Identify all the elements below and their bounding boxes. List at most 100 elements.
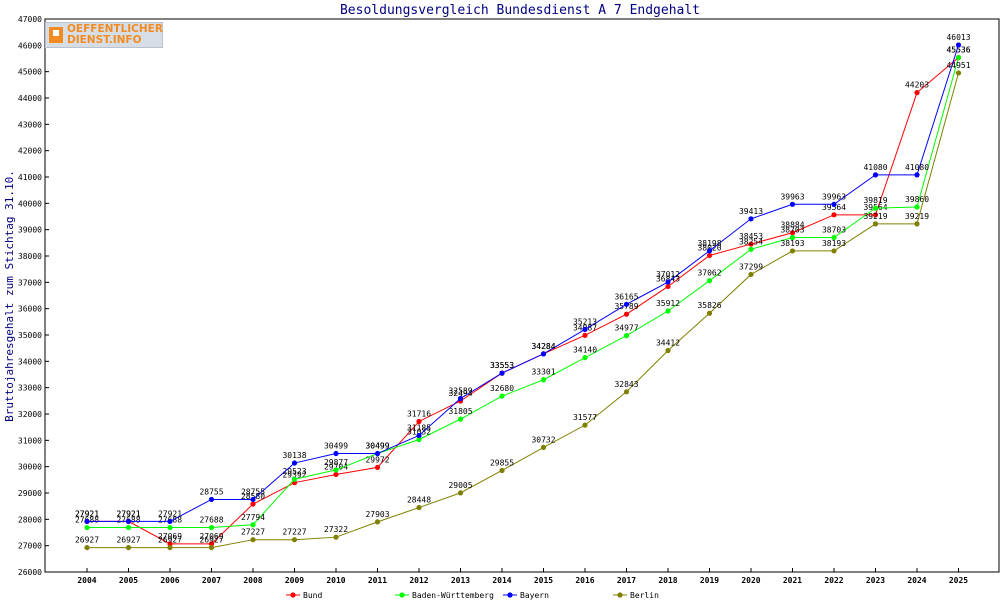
data-label: 26927 [199,536,223,545]
data-point [748,271,754,278]
legend-item: Bund [286,591,322,600]
data-label: 28755 [199,487,223,496]
data-point [416,504,422,511]
data-point [582,355,588,361]
data-point [872,212,879,218]
data-label: 27069 [158,532,182,541]
y-tick-label: 33000 [18,384,42,393]
data-point [789,201,796,207]
data-point [955,54,962,61]
data-label: 39963 [822,192,846,201]
data-label: 44203 [905,81,929,90]
legend-swatch-marker [617,592,623,598]
x-tick-label: 2014 [492,576,511,585]
data-point [831,248,837,254]
data-point [623,311,630,317]
data-point [582,422,588,428]
data-label: 26927 [158,536,182,545]
data-point [333,534,339,540]
series-bayern: 27921 27921 27921 28755 28755 30138 30499 30499… [75,33,971,525]
data-point [914,90,920,96]
data-point [374,450,381,457]
data-label: 27794 [241,513,265,522]
x-tick-label: 2004 [77,576,96,585]
data-label: 34977 [614,324,638,333]
legend-label: Bund [303,591,322,600]
data-point [955,42,962,48]
y-tick-label: 45000 [18,68,42,77]
data-point [872,205,879,211]
y-tick-label: 27000 [18,542,42,551]
data-point [291,460,298,466]
data-label: 30499 [365,442,389,451]
y-tick-label: 29000 [18,489,42,498]
data-point [125,544,132,551]
data-label: 28580 [241,492,265,501]
data-point [831,234,837,241]
data-point [84,518,90,525]
data-label: 35213 [573,317,597,326]
y-tick-label: 46000 [18,41,42,50]
y-tick-label: 41000 [18,173,42,182]
x-tick-label: 2023 [866,576,885,585]
data-point [84,544,90,551]
data-point [416,432,422,439]
data-point [333,467,339,473]
data-label: 29704 [324,462,348,471]
data-point [540,444,547,450]
data-point [540,351,547,357]
logo-line1: OEFFENTLICHER [67,23,163,35]
data-label: 27227 [282,528,306,537]
x-axis: 2004 2005 2006 2007 2008 2009 2010 2011 2012 2013… [77,568,968,585]
data-label: 32589 [448,386,472,395]
data-label: 27069 [199,532,223,541]
y-axis-label: Bruttojahresgehalt zum Stichtag 31.10. [3,170,16,422]
data-label: 34284 [531,342,555,351]
data-point [665,279,671,285]
data-label: 34412 [656,338,680,347]
data-label: 35912 [656,299,680,308]
data-point [84,524,90,531]
data-point [250,501,256,507]
y-tick-label: 44000 [18,94,42,103]
data-label: 37299 [739,262,763,271]
x-tick-label: 2025 [949,576,968,585]
data-label: 38703 [780,225,804,234]
data-point [291,476,298,482]
data-point [789,234,796,241]
legend-swatch-marker [290,592,296,598]
data-label: 38254 [739,237,763,246]
data-point [457,395,464,402]
data-label: 30732 [531,435,555,444]
data-label: 33301 [531,368,555,377]
x-tick-label: 2008 [243,576,262,585]
data-point [208,541,215,547]
data-point [706,310,713,316]
data-label: 45536 [946,46,970,55]
data-point [914,172,920,178]
data-point [665,308,671,314]
data-point [706,278,713,284]
data-label: 31032 [407,427,431,436]
chart-title: Besoldungsvergleich Bundesdienst A 7 End… [340,3,700,18]
data-label: 32494 [448,389,472,398]
data-point [125,524,132,531]
data-label: 39219 [905,212,929,221]
data-label: 39413 [739,207,763,216]
data-label: 32680 [490,384,514,393]
data-label: 31185 [407,423,431,432]
data-label: 29877 [324,458,348,467]
data-label: 26927 [75,536,99,545]
data-point [914,221,920,227]
data-point [374,464,381,471]
series-bund: 27921 27921 27069 27069 28580 29392 29704 29972… [75,46,971,547]
legend-label: Bayern [520,591,549,600]
data-label: 31577 [573,413,597,422]
data-label: 36165 [614,292,638,301]
data-point [416,418,422,425]
legend-item: Bayern [503,591,549,600]
series-line [87,44,959,522]
data-point [167,518,173,525]
logo-line2: DIENST.INFO [67,34,142,46]
data-point [789,248,796,254]
